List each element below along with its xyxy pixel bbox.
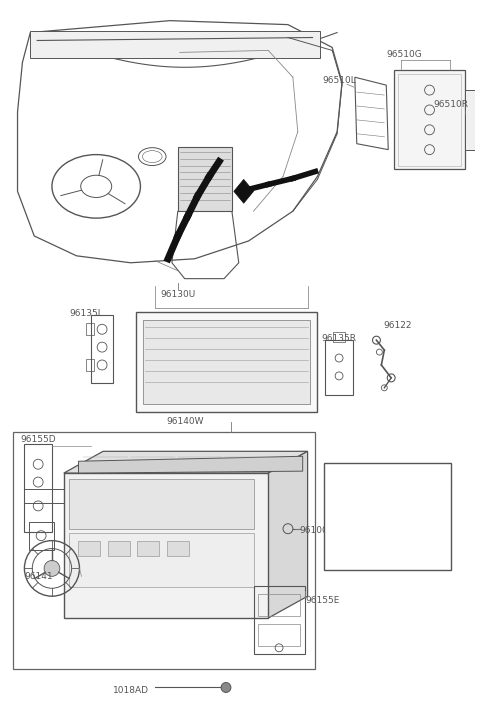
Bar: [24, 489, 66, 503]
Bar: [91, 315, 113, 383]
Text: 96140W: 96140W: [166, 417, 204, 426]
Text: 96155E: 96155E: [306, 596, 340, 605]
Bar: [144, 320, 310, 404]
Bar: [12, 432, 315, 668]
Polygon shape: [64, 452, 308, 473]
Bar: [167, 541, 189, 555]
Bar: [108, 541, 130, 555]
Bar: [86, 323, 94, 335]
Bar: [253, 587, 305, 654]
Circle shape: [44, 560, 60, 576]
Bar: [137, 541, 159, 555]
Text: 96135R: 96135R: [322, 334, 356, 343]
Text: 96135L: 96135L: [70, 309, 103, 318]
Bar: [324, 463, 451, 570]
Bar: [465, 90, 475, 149]
Text: 96141: 96141: [24, 572, 53, 581]
Text: 96510L: 96510L: [323, 75, 356, 85]
Text: 96510R: 96510R: [433, 101, 468, 109]
Circle shape: [221, 682, 231, 692]
Bar: [333, 332, 345, 342]
Text: 96130U: 96130U: [160, 290, 195, 299]
Polygon shape: [234, 179, 253, 203]
Bar: [30, 30, 320, 58]
Bar: [325, 340, 353, 394]
Polygon shape: [268, 452, 308, 618]
Polygon shape: [79, 456, 303, 473]
Bar: [135, 312, 317, 412]
Bar: [258, 624, 300, 646]
Text: 96100S: 96100S: [300, 526, 334, 535]
Text: 96155D: 96155D: [21, 435, 56, 444]
Text: 96122: 96122: [384, 320, 412, 330]
Bar: [394, 70, 465, 170]
Bar: [86, 359, 94, 371]
Bar: [29, 522, 54, 550]
Text: 1018AD: 1018AD: [113, 686, 149, 695]
Text: 96510G: 96510G: [386, 50, 422, 59]
Bar: [398, 74, 461, 165]
Circle shape: [382, 523, 393, 535]
Bar: [24, 444, 52, 531]
Bar: [79, 541, 100, 555]
Text: 1339CC: 1339CC: [332, 470, 373, 480]
Bar: [64, 473, 268, 618]
Bar: [178, 146, 232, 211]
Bar: [258, 594, 300, 616]
Bar: [69, 479, 253, 529]
Bar: [69, 533, 253, 587]
